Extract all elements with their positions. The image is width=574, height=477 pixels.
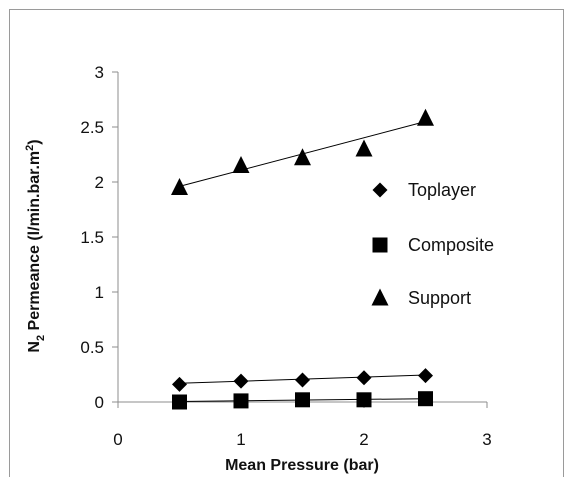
toplayer-point — [172, 376, 187, 392]
y-tick-label: 1.5 — [80, 228, 104, 247]
toplayer-point — [233, 373, 249, 389]
composite-point — [418, 391, 433, 407]
legend-marker-composite — [372, 237, 388, 253]
y-axis-title-middle: Permeance (l/min.bar.m — [26, 151, 43, 335]
chart-border — [9, 9, 564, 477]
x-tick-label: 3 — [482, 430, 491, 449]
support-point — [232, 156, 250, 173]
composite-point — [295, 392, 310, 408]
toplayer-point — [295, 372, 310, 388]
legend-label-support: Support — [408, 288, 471, 308]
composite-point — [172, 394, 187, 410]
y-tick-label: 2 — [95, 173, 104, 192]
y-axis-title: N2 Permeance (l/min.bar.m2) — [24, 139, 47, 352]
y-axis-title-superscript: 2 — [24, 145, 36, 151]
x-tick-label: 1 — [236, 430, 245, 449]
y-tick-label: 0 — [95, 393, 104, 412]
series-toplayer — [172, 368, 433, 392]
toplayer-point — [356, 370, 372, 386]
y-tick-label: 0.5 — [80, 338, 104, 357]
y-tick-label: 2.5 — [80, 118, 104, 137]
legend-item-toplayer: Toplayer — [372, 180, 476, 200]
series-support — [171, 108, 434, 195]
support-point — [171, 178, 188, 195]
support-point — [355, 139, 373, 157]
y-axis-title-prefix: N — [26, 341, 43, 353]
toplayer-point — [418, 368, 433, 384]
y-axis-title-subscript: 2 — [35, 335, 47, 341]
x-tick-label: 2 — [359, 430, 368, 449]
x-tick-label: 0 — [113, 430, 122, 449]
legend-label-toplayer: Toplayer — [408, 180, 476, 200]
y-axis-title-suffix: ) — [26, 139, 43, 144]
support-point — [294, 148, 311, 166]
legend: Toplayer Composite Support — [371, 180, 494, 308]
plot-area: 0 0.5 1 1.5 2 2.5 3 0 1 2 3 — [80, 63, 491, 449]
legend-label-composite: Composite — [408, 235, 494, 255]
composite-point — [356, 392, 372, 408]
legend-marker-toplayer — [372, 182, 388, 198]
x-axis-title: Mean Pressure (bar) — [225, 457, 379, 474]
legend-item-support: Support — [371, 288, 471, 308]
composite-point — [233, 393, 249, 409]
legend-item-composite: Composite — [372, 235, 494, 255]
y-tick-label: 3 — [95, 63, 104, 82]
y-tick-label: 1 — [95, 283, 104, 302]
legend-marker-support — [371, 288, 389, 306]
series-composite — [172, 391, 433, 410]
support-point — [417, 108, 434, 126]
